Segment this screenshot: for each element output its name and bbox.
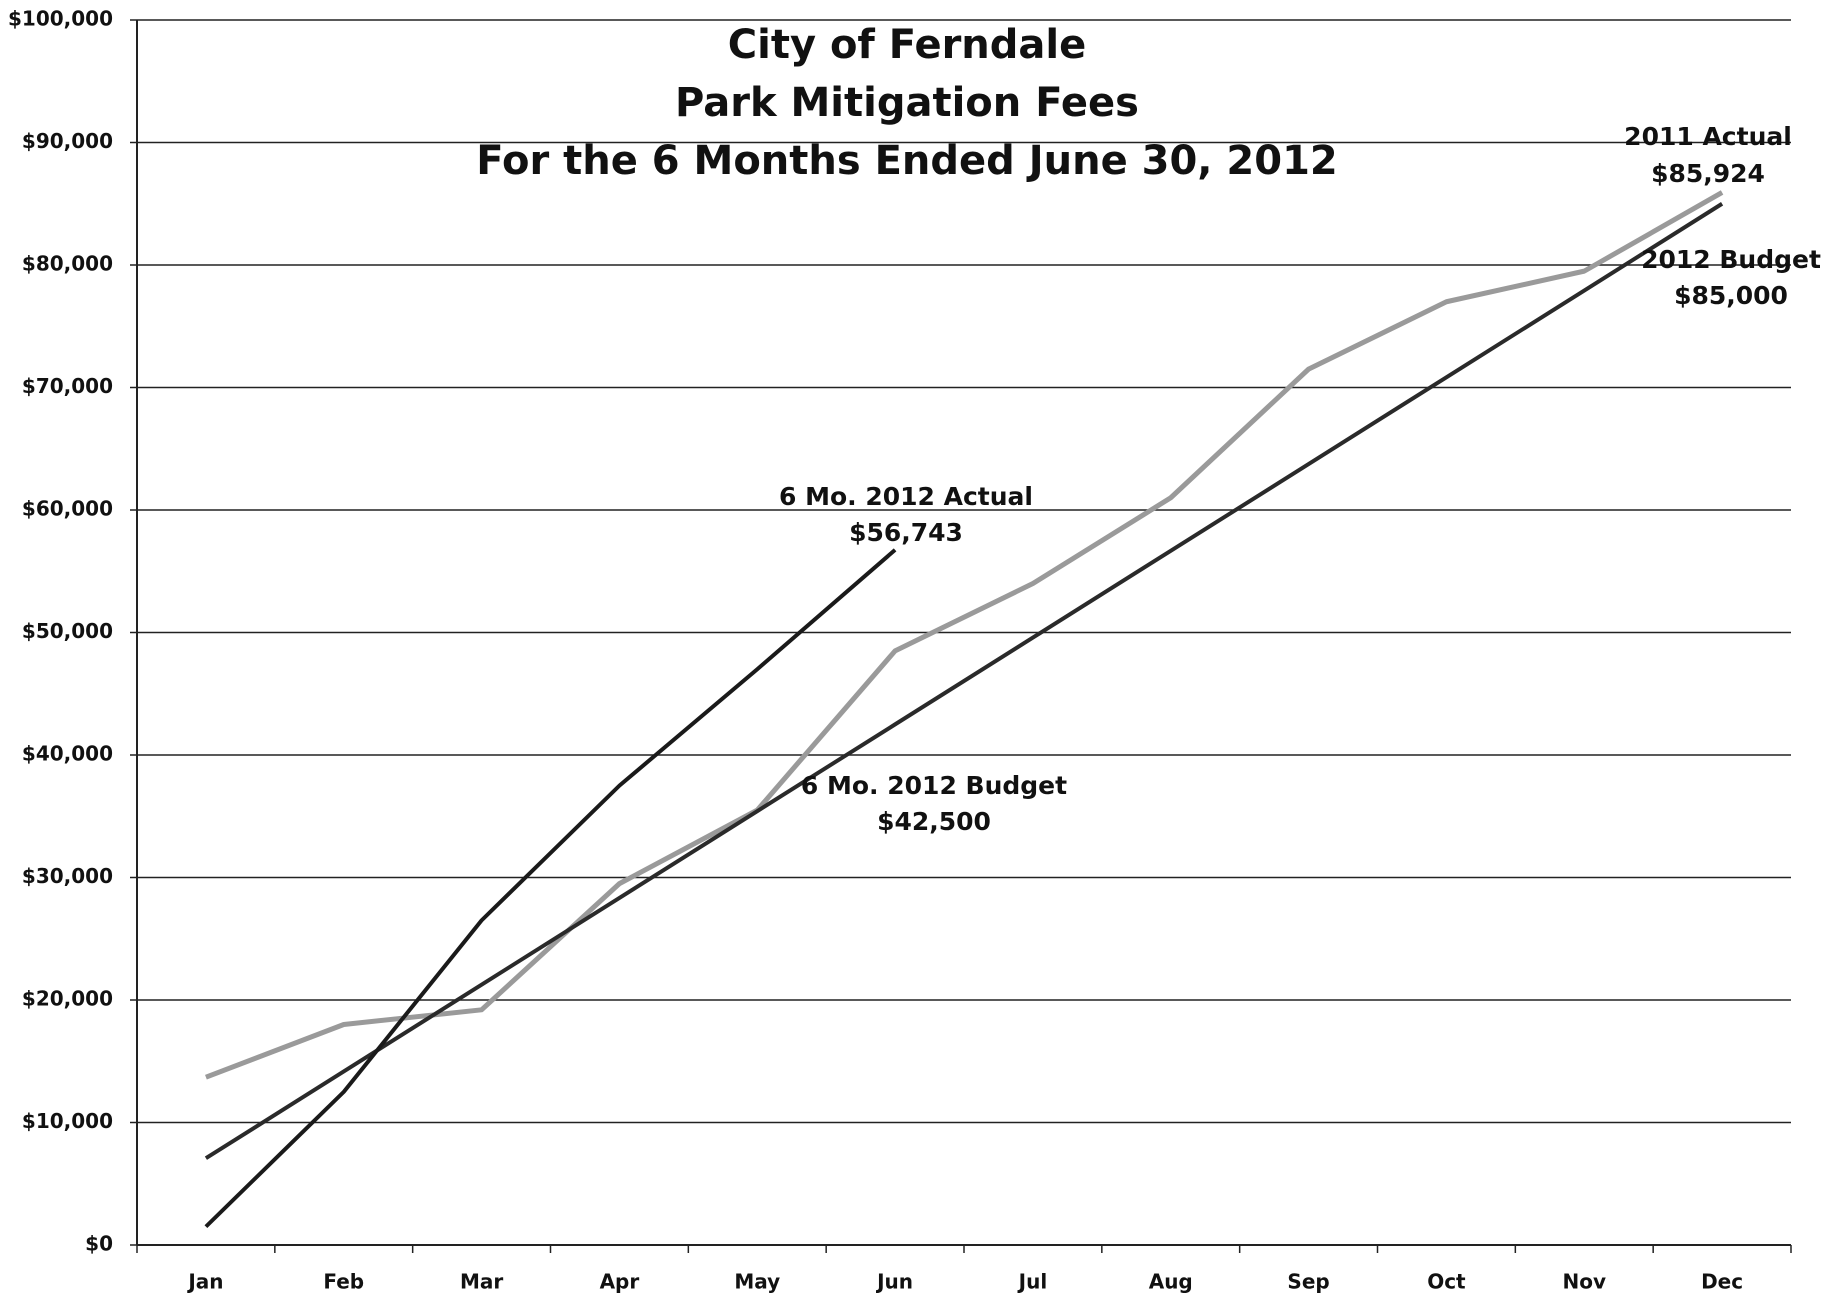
annotation: 6 Mo. 2012 Budget <box>801 771 1067 800</box>
chart-title: Park Mitigation Fees <box>675 80 1139 126</box>
series-line <box>204 548 897 1229</box>
annotation: $56,743 <box>849 518 963 547</box>
annotation: $42,500 <box>877 807 991 836</box>
x-tick-label: Dec <box>1701 1270 1743 1294</box>
x-tick-label: May <box>734 1270 780 1294</box>
annotation: 2011 Actual <box>1624 122 1792 151</box>
annotation: $85,924 <box>1651 159 1765 188</box>
y-tick-label: $90,000 <box>22 129 113 153</box>
x-tick-label: Oct <box>1427 1270 1466 1294</box>
x-tick-label: Nov <box>1562 1270 1606 1294</box>
annotation: 2012 Budget <box>1641 245 1821 274</box>
y-tick-label: $80,000 <box>22 252 113 276</box>
chart-title: For the 6 Months Ended June 30, 2012 <box>476 138 1337 184</box>
x-tick-label: Jul <box>1017 1270 1048 1294</box>
y-tick-label: $20,000 <box>22 987 113 1011</box>
y-tick-label: $10,000 <box>22 1109 113 1133</box>
y-tick-label: $50,000 <box>22 619 113 643</box>
x-tick-label: Aug <box>1149 1270 1193 1294</box>
x-tick-label: Feb <box>323 1270 364 1294</box>
series-line <box>205 190 1724 1080</box>
x-tick-label: Jun <box>875 1270 913 1294</box>
x-tick-label: Sep <box>1287 1270 1329 1294</box>
y-tick-label: $70,000 <box>22 374 113 398</box>
x-tick-label: Apr <box>600 1270 640 1294</box>
y-tick-label: $100,000 <box>8 7 113 31</box>
annotation: 6 Mo. 2012 Actual <box>779 482 1033 511</box>
annotation: $85,000 <box>1674 281 1788 310</box>
x-tick-label: Mar <box>460 1270 503 1294</box>
y-tick-label: $0 <box>85 1232 113 1256</box>
y-tick-label: $40,000 <box>22 742 113 766</box>
y-tick-label: $30,000 <box>22 864 113 888</box>
chart-title: City of Ferndale <box>728 22 1087 68</box>
y-tick-label: $60,000 <box>22 497 113 521</box>
x-tick-label: Jan <box>186 1270 223 1294</box>
series-line <box>204 202 1724 1160</box>
